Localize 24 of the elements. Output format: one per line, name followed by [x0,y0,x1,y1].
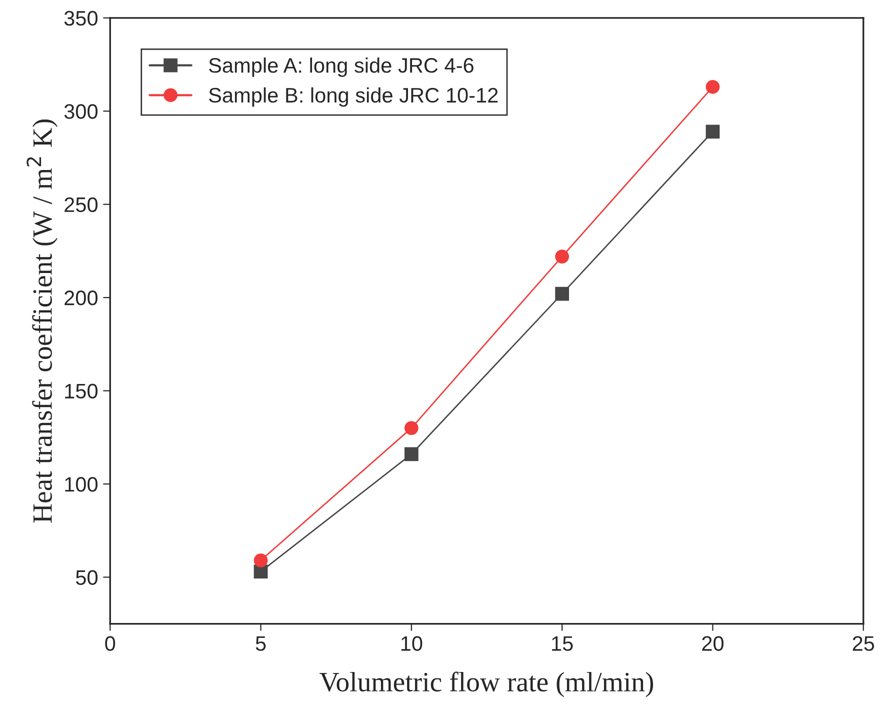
y-tick-label: 150 [65,384,98,399]
x-tick-label: 10 [401,636,422,651]
point [555,286,570,301]
point [706,124,720,139]
y-tick-label: 350 [64,10,98,26]
y-tick-label: 100 [65,476,98,492]
point [706,80,720,94]
point [404,447,418,462]
legend-label: Sample B: long side JRC 10-12 [208,87,498,107]
y-tick-label: 300 [64,104,98,119]
y-axis-title: Heat transfer coefficient (W / m$^{2}$ K) [26,120,58,523]
y-tick-label: 50 [76,570,98,585]
x-tick-label: 15 [552,636,573,651]
point [254,553,268,568]
x-axis-title: Volumetric flow rate (ml/min) [320,672,654,698]
legend-label: Sample A: long side JRC 4-6 [208,58,474,77]
y-tick-label: 250 [64,197,98,212]
x-tick-label: 20 [702,636,724,651]
x-tick-label: 0 [105,636,116,651]
y-tick-label: 200 [64,290,98,306]
x-tick-label: 5 [256,636,266,651]
x-tick-label: 25 [852,636,874,651]
point [404,421,418,435]
point [555,250,570,264]
